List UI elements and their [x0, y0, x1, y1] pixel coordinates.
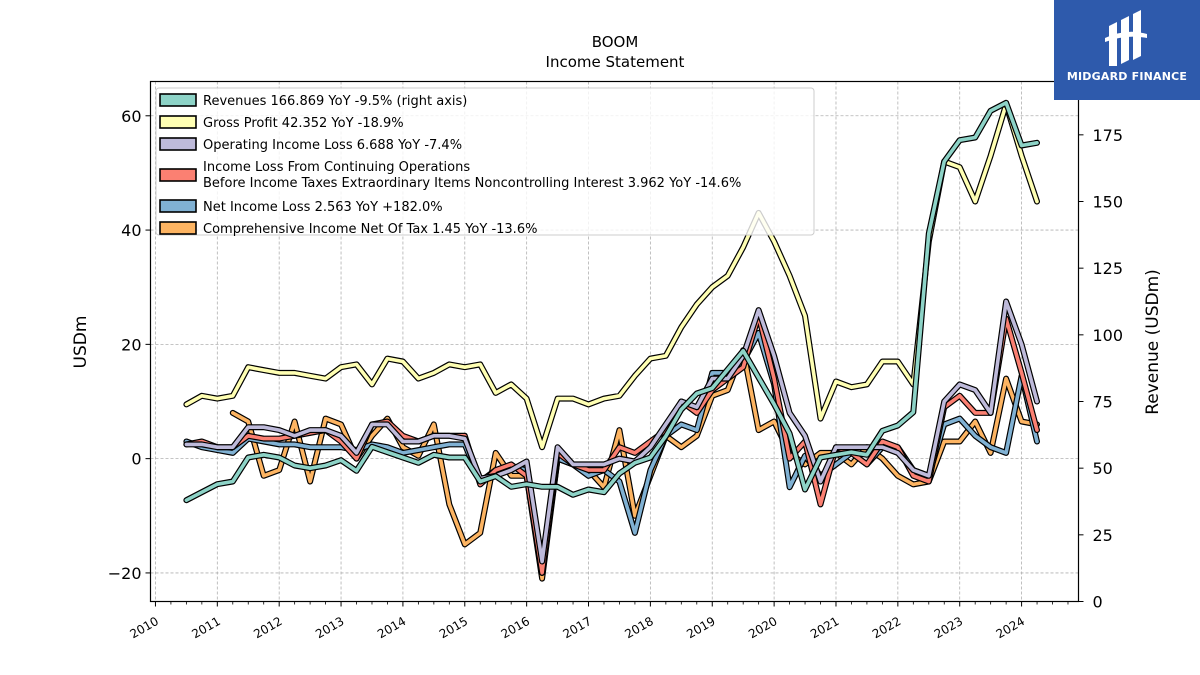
x-tick-label: 2013	[313, 614, 346, 641]
legend-swatch	[159, 221, 197, 235]
legend-entry: Income Loss From Continuing Operations	[203, 160, 470, 175]
y-axis-right: 0 25 50 75 100 125 150 175	[1078, 126, 1124, 612]
series-gross-profit	[183, 101, 1040, 451]
chart-title: BOOM	[592, 33, 639, 51]
legend-swatch	[159, 115, 197, 129]
legend-entry: Net Income Loss 2.563 YoY +182.0%	[203, 200, 443, 215]
x-tick-label: 2020	[746, 614, 779, 641]
y-tick-label: 20	[121, 335, 141, 354]
x-axis: 2010 2011 2012 2013 2014 2015 2016 2017 2018 2019…	[127, 601, 1069, 641]
x-tick-label: 2011	[189, 614, 222, 641]
legend: Revenues 166.869 YoY -9.5% (right axis) G…	[155, 87, 815, 237]
legend-entry: Before Income Taxes Extraordinary Items …	[203, 176, 741, 191]
y-axis-label: USDm	[71, 316, 91, 369]
y2-tick-label: 25	[1093, 526, 1113, 545]
y-tick-label: 60	[121, 107, 141, 126]
x-tick-label: 2022	[870, 614, 903, 641]
y-tick-label: 0	[131, 450, 141, 469]
y-axis-left: −20 0 20 40 60	[108, 107, 151, 583]
y2-tick-label: 150	[1093, 193, 1124, 212]
legend-swatch	[159, 168, 197, 182]
legend-swatch	[159, 93, 197, 107]
y2-tick-label: 75	[1093, 393, 1113, 412]
x-tick-label: 2012	[251, 614, 284, 641]
legend-entry: Comprehensive Income Net Of Tax 1.45 YoY…	[203, 222, 537, 237]
x-tick-label: 2023	[932, 614, 965, 641]
x-tick-label: 2021	[808, 614, 841, 641]
legend-entry: Operating Income Loss 6.688 YoY -7.4%	[203, 138, 462, 153]
legend-swatch	[159, 199, 197, 213]
logo-text: MIDGARD FINANCE	[1066, 70, 1188, 83]
x-tick-label: 2014	[375, 614, 408, 641]
x-tick-label: 2017	[561, 614, 594, 641]
plot-frame	[149, 80, 1080, 603]
series-revenues	[183, 99, 1040, 504]
y2-tick-label: 125	[1093, 259, 1124, 278]
series-line	[184, 101, 1039, 503]
y2-axis-label: Revenue (USDm)	[1143, 269, 1163, 415]
logo-mark-icon	[1105, 10, 1147, 66]
y2-tick-label: 100	[1093, 326, 1124, 345]
legend-entry: Gross Profit 42.352 YoY -18.9%	[203, 116, 404, 131]
y-tick-label: −20	[108, 564, 142, 583]
chart-subtitle: Income Statement	[546, 53, 685, 71]
series-operating-income-loss	[183, 298, 1040, 565]
x-tick-label: 2019	[684, 614, 717, 641]
legend-entry: Revenues 166.869 YoY -9.5% (right axis)	[203, 94, 467, 109]
x-tick-label: 2016	[499, 614, 532, 641]
y2-tick-label: 175	[1093, 126, 1124, 145]
y-tick-label: 40	[121, 221, 141, 240]
y2-tick-label: 50	[1093, 459, 1113, 478]
series-line	[184, 299, 1039, 564]
y2-tick-label: 0	[1093, 593, 1103, 612]
series-lines	[183, 99, 1040, 582]
series-line	[184, 102, 1039, 450]
x-tick-label: 2015	[437, 614, 470, 641]
x-tick-label: 2024	[994, 614, 1027, 641]
legend-box	[155, 87, 815, 236]
x-tick-label: 2010	[127, 614, 160, 641]
x-tick-label: 2018	[622, 614, 655, 641]
legend-swatch	[159, 137, 197, 151]
midgard-finance-logo: MIDGARD FINANCE	[1054, 0, 1200, 100]
